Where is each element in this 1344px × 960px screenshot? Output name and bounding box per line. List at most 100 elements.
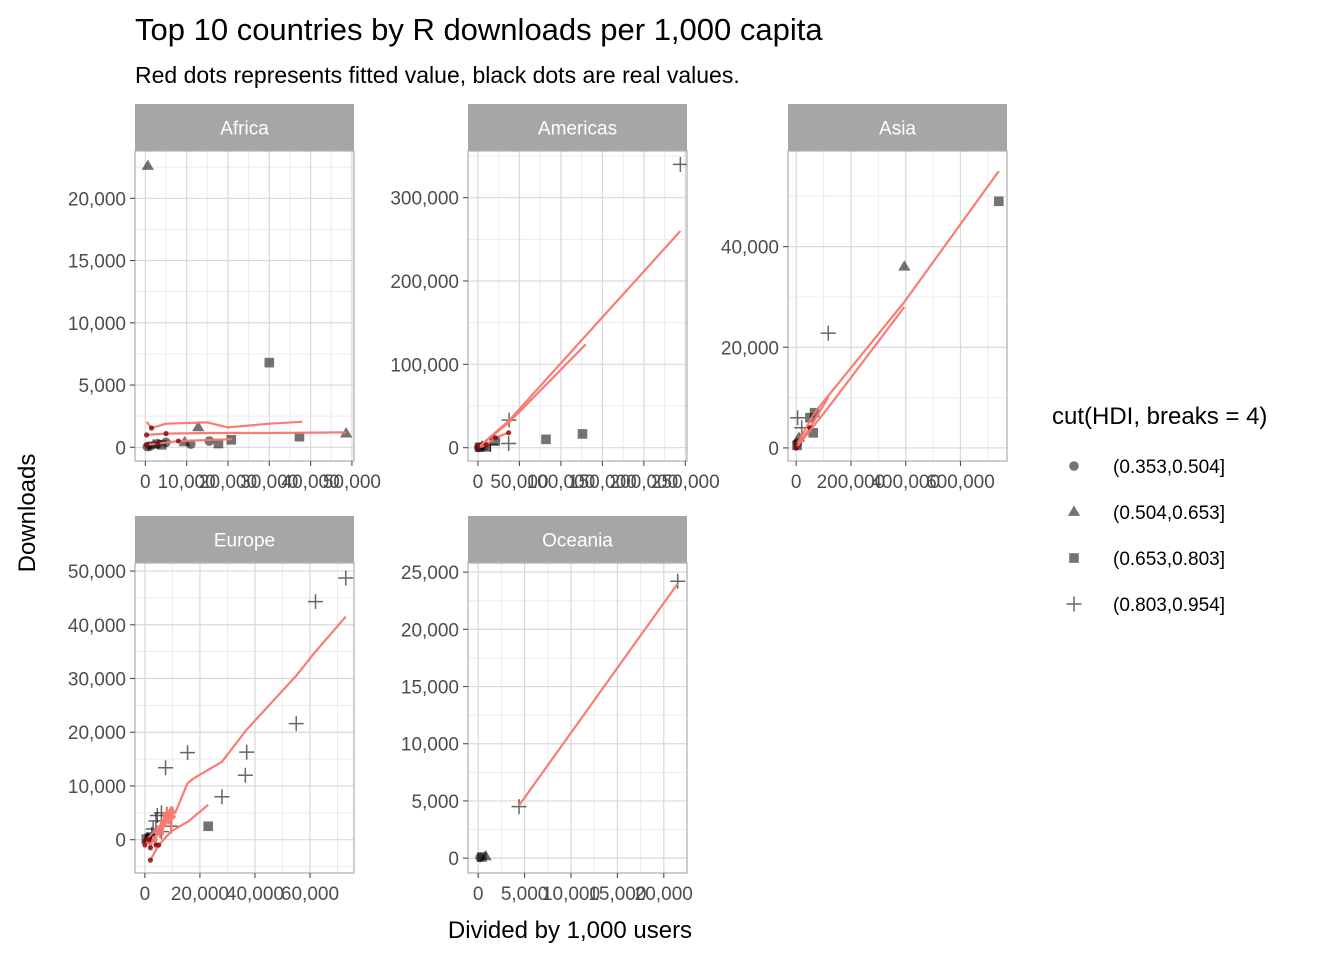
y-tick-label: 10,000 xyxy=(401,735,459,756)
fitted-point xyxy=(156,842,162,848)
legend-label: (0.504,0.653] xyxy=(1113,503,1225,524)
y-tick-label: 20,000 xyxy=(68,189,126,210)
y-tick-label: 0 xyxy=(448,439,459,460)
fitted-point xyxy=(147,857,154,863)
data-point-plus xyxy=(511,799,527,815)
panel-border xyxy=(134,150,355,462)
y-tick-label: 0 xyxy=(115,438,126,459)
chart-title: Top 10 countries by R downloads per 1,00… xyxy=(135,12,823,47)
data-point-plus xyxy=(670,573,686,589)
facet-strip xyxy=(468,104,687,151)
x-tick-label: 0 xyxy=(140,884,151,905)
legend-item-square: (0.653,0.803] xyxy=(1069,549,1225,570)
panel-border xyxy=(134,562,355,874)
x-tick-label: 10,000 xyxy=(542,884,600,905)
x-tick-label: 600,000 xyxy=(926,472,995,493)
data-point-square xyxy=(213,438,224,449)
x-tick-label: 200,000 xyxy=(610,472,679,493)
facet-strip-label: Oceania xyxy=(542,531,613,552)
legend-label: (0.653,0.803] xyxy=(1113,549,1225,570)
x-tick-label: 100,000 xyxy=(527,472,596,493)
x-tick-label: 5,000 xyxy=(501,884,549,905)
x-tick-label: 10,000 xyxy=(158,472,216,493)
y-tick-label: 0 xyxy=(768,439,779,460)
data-point-square xyxy=(203,821,213,832)
panel-border xyxy=(467,562,688,874)
y-tick-label: 0 xyxy=(448,849,459,870)
y-tick-label: 10,000 xyxy=(68,314,126,335)
fitted-point xyxy=(143,442,150,448)
fitted-point xyxy=(175,438,181,444)
y-tick-label: 5,000 xyxy=(78,376,126,397)
facet-strip xyxy=(135,104,354,151)
x-tick-label: 0 xyxy=(791,472,802,493)
plot-area xyxy=(468,563,687,873)
y-tick-label: 200,000 xyxy=(390,272,459,293)
x-tick-label: 50,000 xyxy=(323,472,381,493)
fitted-point xyxy=(147,845,154,851)
data-point-square xyxy=(808,428,818,438)
fitted-point xyxy=(506,430,512,436)
fitted-line xyxy=(795,306,906,449)
data-point-square xyxy=(490,436,501,446)
fitted-line xyxy=(144,806,177,849)
fitted-line xyxy=(146,431,347,436)
x-tick-label: 20,000 xyxy=(635,884,693,905)
facet-strip-label: Asia xyxy=(879,119,916,140)
y-tick-label: 5,000 xyxy=(411,792,459,813)
data-point-plus xyxy=(307,594,323,610)
data-point-square xyxy=(577,429,588,439)
x-tick-label: 0 xyxy=(473,884,484,905)
x-tick-label: 40,000 xyxy=(226,884,284,905)
y-tick-label: 300,000 xyxy=(390,189,459,210)
data-point-square xyxy=(294,431,305,442)
y-tick-label: 20,000 xyxy=(721,338,779,359)
data-layer xyxy=(473,156,687,453)
y-tick-label: 10,000 xyxy=(68,777,126,798)
y-tick-label: 40,000 xyxy=(68,616,126,637)
x-tick-label: 40,000 xyxy=(282,472,340,493)
facet-strip-label: Americas xyxy=(538,119,617,140)
data-point-square xyxy=(264,357,275,368)
panel-border xyxy=(467,150,688,462)
legend-key-plus xyxy=(1066,596,1082,612)
x-tick-label: 15,000 xyxy=(588,884,646,905)
legend-item-circle: (0.353,0.504] xyxy=(1069,457,1225,478)
data-layer xyxy=(141,159,353,452)
y-tick-label: 50,000 xyxy=(68,562,126,583)
plot-area xyxy=(468,151,687,461)
fitted-point xyxy=(483,442,489,448)
data-point-plus xyxy=(790,410,806,426)
data-point-plus xyxy=(158,760,174,776)
data-point-plus xyxy=(672,156,687,172)
fitted-point xyxy=(155,440,161,447)
y-axis-title: Downloads xyxy=(14,454,41,573)
x-tick-label: 30,000 xyxy=(240,472,298,493)
data-layer xyxy=(790,170,1004,451)
plot-area xyxy=(788,151,1007,461)
fitted-line xyxy=(477,431,509,449)
data-point-triangle xyxy=(192,420,205,432)
data-point-plus xyxy=(237,767,253,783)
y-tick-label: 20,000 xyxy=(401,620,459,641)
data-point-plus xyxy=(501,436,517,451)
fitted-point xyxy=(492,435,498,441)
x-axis-title: Divided by 1,000 users xyxy=(448,917,692,944)
y-tick-label: 15,000 xyxy=(68,252,126,273)
data-point-plus xyxy=(239,744,255,760)
legend-title: cut(HDI, breaks = 4) xyxy=(1052,403,1267,430)
fitted-point xyxy=(142,842,148,848)
x-tick-label: 20,000 xyxy=(199,472,257,493)
legend-item-plus: (0.803,0.954] xyxy=(1066,595,1225,616)
facet-strip xyxy=(135,516,354,563)
y-tick-label: 100,000 xyxy=(390,355,459,376)
fitted-line xyxy=(795,170,1000,446)
x-tick-label: 0 xyxy=(473,472,484,493)
fitted-point xyxy=(793,445,799,451)
legend-label: (0.803,0.954] xyxy=(1113,595,1225,616)
x-tick-label: 150,000 xyxy=(568,472,637,493)
